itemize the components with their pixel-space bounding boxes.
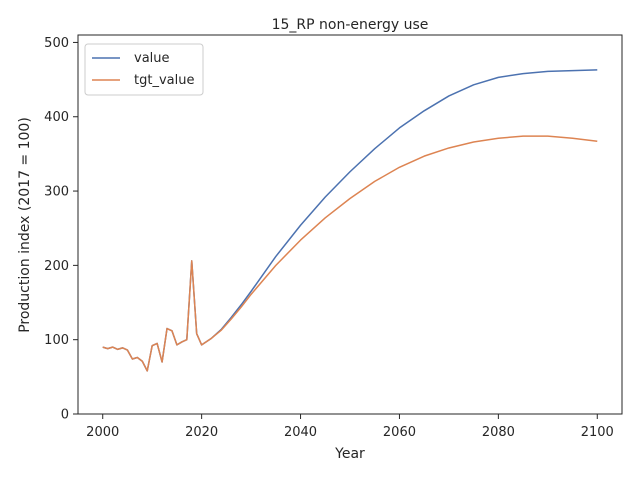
x-tick-label: 2060 — [383, 425, 416, 440]
x-tick-label: 2000 — [86, 425, 119, 440]
legend-label-value: value — [134, 51, 170, 66]
y-axis: 0 100 200 300 400 500 — [44, 36, 78, 423]
y-tick-label: 300 — [44, 185, 69, 200]
series-layer — [102, 69, 598, 372]
x-tick-label: 2020 — [185, 425, 218, 440]
x-tick-label: 2100 — [581, 425, 614, 440]
y-tick-label: 0 — [61, 408, 69, 423]
y-tick-label: 500 — [44, 36, 69, 51]
x-tick-label: 2080 — [482, 425, 515, 440]
series-line-tgt-value — [102, 135, 598, 372]
x-tick-label: 2040 — [284, 425, 317, 440]
legend-box — [84, 43, 204, 96]
y-tick-label: 200 — [44, 259, 69, 274]
y-tick-label: 100 — [44, 333, 69, 348]
x-axis: 2000 2020 2040 2060 2080 2100 — [86, 414, 614, 440]
x-axis-label: Year — [334, 446, 365, 462]
y-axis-label: Production index (2017 = 100) — [17, 117, 33, 333]
legend-label-tgt-value: tgt_value — [134, 73, 194, 88]
series-line-value — [102, 69, 598, 372]
legend: value tgt_value — [84, 43, 204, 96]
plot-area-frame — [77, 34, 623, 415]
y-tick-label: 400 — [44, 110, 69, 125]
chart-title: 15_RP non-energy use — [272, 17, 429, 33]
